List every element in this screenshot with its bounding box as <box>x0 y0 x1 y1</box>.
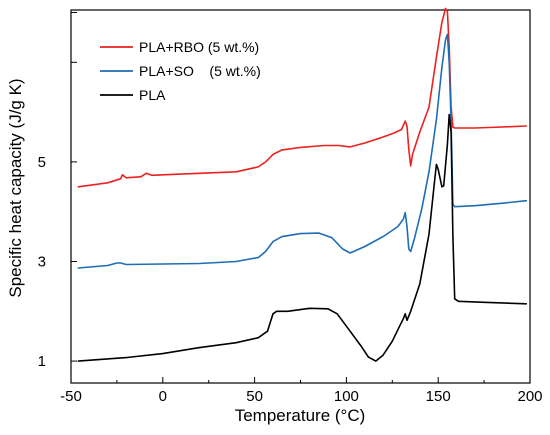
y-tick-label: 1 <box>38 353 46 370</box>
x-tick-label: 150 <box>426 388 451 405</box>
x-axis-title: Temperature (°C) <box>235 406 366 425</box>
y-axis-ticks: 1 3 5 <box>38 11 77 370</box>
series-layer <box>77 7 528 362</box>
x-tick-label: 0 <box>159 388 167 405</box>
series-pla-so-line <box>77 33 528 269</box>
series-pla-line <box>77 113 528 362</box>
legend-label-pla: PLA <box>139 87 166 103</box>
x-tick-label: 200 <box>517 388 542 405</box>
x-tick-label: 100 <box>334 388 359 405</box>
y-tick-label: 5 <box>38 154 46 171</box>
y-axis-title: Specific heat capacity (J/g K) <box>6 78 25 297</box>
series-pla-rbo-line <box>77 7 528 188</box>
legend-label-pla-rbo: PLA+RBO (5 wt.%) <box>139 39 259 55</box>
x-tick-label: -50 <box>60 388 82 405</box>
legend-label-pla-so: PLA+SO (5 wt.%) <box>139 63 261 79</box>
legend: PLA+RBO (5 wt.%) PLA+SO (5 wt.%) PLA <box>100 39 261 103</box>
y-tick-label: 3 <box>38 253 46 270</box>
x-axis-ticks: -50 0 50 100 150 200 <box>60 377 543 405</box>
x-tick-label: 50 <box>246 388 263 405</box>
